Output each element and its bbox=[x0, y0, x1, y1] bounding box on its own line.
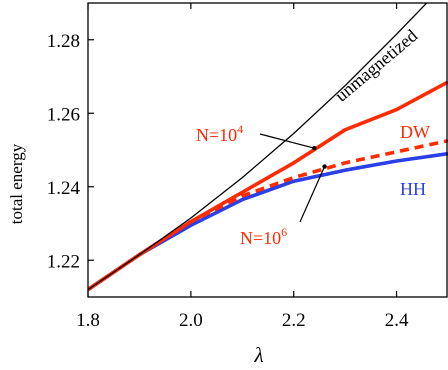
x-tick-label: 2.4 bbox=[385, 310, 409, 331]
series-label-hh: HH bbox=[400, 179, 426, 199]
x-tick-label: 2.0 bbox=[179, 310, 203, 331]
y-axis-label: total energy bbox=[7, 143, 26, 224]
annotation-dot-n1e6 bbox=[322, 164, 327, 169]
series-line-hh bbox=[88, 151, 448, 292]
annotation-n1e6: N=106 bbox=[240, 164, 327, 248]
plot-frame bbox=[87, 2, 448, 298]
series-line-unmagnetized bbox=[88, 3, 428, 291]
x-tick-label: 1.8 bbox=[76, 310, 100, 331]
series-line-dw bbox=[88, 80, 448, 292]
annotation-text-n1e4: N=104 bbox=[196, 122, 243, 145]
series-line-dw-dashed bbox=[88, 139, 448, 292]
annotation-n1e4: N=104 bbox=[196, 122, 317, 151]
series-lines bbox=[88, 3, 448, 292]
y-tick-label: 1.22 bbox=[47, 251, 80, 272]
annotation-dot-n1e4 bbox=[312, 145, 317, 151]
series-label-dw: DW bbox=[400, 122, 430, 142]
series-label-unmagnetized: unmagnetized bbox=[331, 25, 421, 105]
x-axis-label: λ bbox=[253, 343, 263, 367]
annotation-text-n1e6: N=106 bbox=[240, 225, 287, 248]
y-tick-label: 1.24 bbox=[47, 178, 81, 199]
annotation-leader-n1e4 bbox=[259, 133, 315, 149]
axis-ticks: 1.8 2.0 2.2 2.4 1.22 1.24 1.26 1.28 bbox=[47, 3, 409, 331]
x-tick-label: 2.2 bbox=[282, 310, 306, 331]
y-tick-label: 1.26 bbox=[47, 104, 80, 125]
annotation-leader-n1e6 bbox=[299, 166, 326, 223]
y-tick-label: 1.28 bbox=[47, 31, 80, 52]
